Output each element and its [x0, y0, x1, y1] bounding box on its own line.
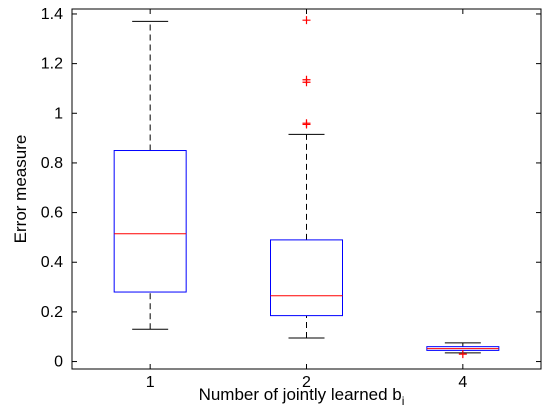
y-axis-label: Error measure: [11, 135, 30, 244]
outlier-marker: [302, 75, 311, 84]
boxes-layer: [113, 16, 500, 359]
box-group-1: [113, 20, 187, 330]
box-iqr: [113, 150, 187, 293]
outlier-marker: [302, 16, 311, 25]
x-tick-label: 1: [146, 374, 155, 391]
y-tick-label: 0.8: [41, 155, 63, 172]
y-tick-label: 1.4: [41, 6, 63, 23]
ticks-layer: 0 0.2 0.4 0.6 0.8 1 1.2 1.4 1 2 4: [41, 6, 541, 391]
box-group-2: [270, 16, 343, 339]
x-tick-label: 4: [458, 374, 467, 391]
y-tick-label: 1: [54, 105, 63, 122]
outlier-marker: [458, 350, 467, 359]
box-iqr: [270, 239, 343, 317]
x-axis-label-main: Number of jointly learned b: [199, 385, 402, 404]
y-tick-label: 0.6: [41, 205, 63, 222]
x-axis-label: Number of jointly learned bi: [199, 385, 405, 408]
plot-frame: [71, 8, 542, 370]
x-axis-label-subscript: i: [402, 394, 405, 408]
x-tick-label: 2: [302, 374, 311, 391]
y-tick-label: 0.2: [41, 304, 63, 321]
outlier-marker: [302, 119, 311, 128]
y-tick-label: 0: [54, 354, 63, 371]
y-tick-label: 1.2: [41, 56, 63, 73]
y-tick-label: 0.4: [41, 254, 63, 271]
box-group-4: [426, 342, 500, 359]
